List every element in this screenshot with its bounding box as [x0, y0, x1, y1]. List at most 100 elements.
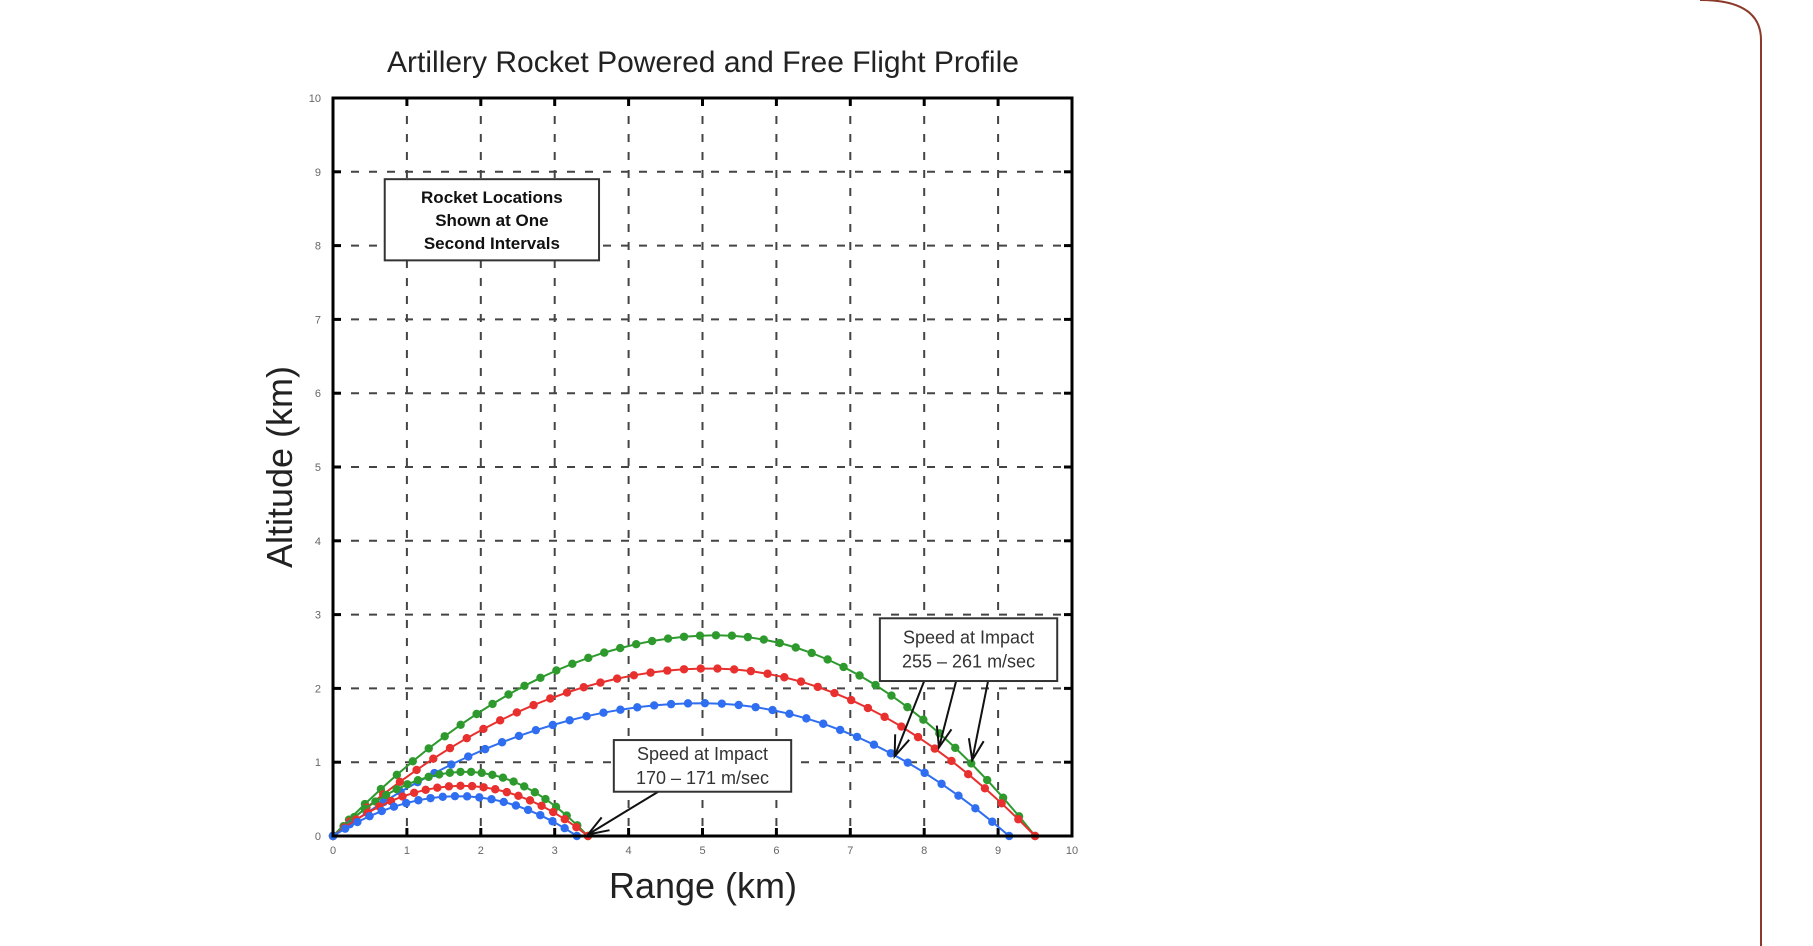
annotation-text: 170 – 171 m/sec — [636, 768, 769, 788]
rocket-location-marker — [392, 785, 401, 794]
y-axis-label: Altitude (km) — [259, 366, 300, 568]
rocket-location-marker — [444, 782, 454, 791]
rocket-location-marker — [988, 817, 997, 826]
rocket-location-marker — [612, 674, 622, 683]
rocket-location-marker — [456, 781, 465, 791]
rocket-location-marker — [353, 817, 362, 827]
rocket-location-marker — [424, 772, 433, 782]
rocket-location-marker — [438, 792, 447, 801]
rocket-location-marker — [548, 807, 558, 817]
y-tick-label: 3 — [315, 610, 321, 622]
rocket-location-marker — [414, 796, 423, 805]
rocket-location-marker — [802, 714, 811, 723]
rocket-location-marker — [398, 792, 407, 801]
rocket-location-marker — [631, 640, 641, 649]
rocket-location-marker — [512, 708, 522, 717]
rocket-location-marker — [560, 824, 569, 833]
annotation-text: Rocket Locations — [421, 188, 563, 207]
rocket-location-marker — [502, 787, 512, 797]
rocket-location-marker — [381, 790, 391, 800]
rocket-location-marker — [997, 799, 1006, 808]
rocket-location-marker — [920, 768, 929, 778]
rocket-location-marker — [596, 678, 605, 687]
rocket-location-marker — [479, 724, 488, 734]
rocket-location-marker — [700, 698, 710, 708]
rocket-location-marker — [572, 822, 581, 832]
rocket-location-marker — [819, 719, 828, 728]
rocket-location-marker — [537, 801, 546, 810]
rocket-location-marker — [869, 740, 879, 749]
annotation-text: Second Intervals — [424, 234, 560, 253]
rocket-location-marker — [412, 765, 421, 775]
annotation-text: 255 – 261 m/sec — [902, 652, 1035, 672]
rocket-location-marker — [491, 785, 500, 794]
rocket-location-marker — [498, 773, 508, 782]
rocket-location-marker — [913, 732, 923, 742]
rocket-location-marker — [633, 703, 642, 712]
rocket-location-marker — [600, 648, 609, 657]
rocket-location-marker — [408, 757, 417, 766]
y-tick-label: 2 — [315, 683, 321, 695]
rocket-location-marker — [763, 669, 772, 678]
rocket-location-marker — [971, 804, 980, 813]
rocket-location-marker — [514, 731, 524, 741]
y-tick-label: 5 — [315, 462, 321, 474]
rocket-location-marker — [435, 770, 444, 779]
rocket-location-marker — [377, 806, 386, 816]
rocket-location-marker — [525, 796, 535, 805]
chart-title: Artillery Rocket Powered and Free Flight… — [387, 46, 1019, 79]
annotations: Rocket Locations Shown at One Second Inter… — [383, 178, 1059, 837]
annotation-text: Speed at Impact — [903, 628, 1034, 648]
rocket-location-marker — [919, 715, 928, 724]
y-tick-label: 6 — [315, 388, 321, 400]
rocket-location-marker — [568, 659, 577, 669]
rocket-location-marker — [629, 671, 639, 680]
rocket-location-marker — [666, 699, 676, 709]
rocket-location-marker — [679, 632, 689, 641]
rocket-location-marker — [403, 780, 412, 789]
y-tick-label: 9 — [315, 167, 321, 179]
rocket-location-marker — [785, 709, 794, 719]
rocket-location-marker — [791, 643, 800, 652]
rocket-location-marker — [951, 743, 960, 753]
x-tick-label: 2 — [478, 845, 484, 857]
rocket-location-marker — [871, 680, 880, 690]
annotation-text: Speed at Impact — [637, 744, 768, 764]
rocket-location-marker — [389, 802, 399, 811]
rocket-location-marker — [520, 681, 529, 690]
rocket-location-marker — [562, 688, 572, 697]
rocket-location-marker — [663, 666, 672, 675]
trajectory — [328, 631, 1040, 841]
rocket-location-marker — [514, 791, 523, 801]
rocket-location-marker — [663, 634, 673, 643]
annotation-arrow — [587, 790, 659, 836]
plot-frame — [331, 96, 1074, 838]
rocket-location-marker — [830, 688, 839, 698]
rocket-location-marker — [711, 631, 721, 640]
x-axis-label: Range (km) — [609, 865, 797, 906]
rocket-location-marker — [903, 758, 912, 767]
annotation-box — [383, 178, 601, 262]
annotation-arrow — [893, 680, 926, 757]
x-tick-label: 3 — [552, 845, 558, 857]
rocket-location-marker — [903, 702, 912, 712]
annotation-arrow — [938, 680, 958, 748]
rocket-location-marker — [796, 677, 806, 686]
x-tick-label: 4 — [626, 845, 632, 857]
rocket-location-marker — [433, 783, 442, 792]
rocket-location-marker — [947, 756, 956, 766]
rocket-location-marker — [713, 664, 722, 673]
y-tick-label: 0 — [315, 831, 321, 843]
rocket-location-marker — [529, 700, 538, 710]
rocket-location-marker — [683, 699, 693, 708]
rocket-location-marker — [930, 744, 939, 753]
rocket-location-marker — [775, 638, 784, 648]
rocket-location-marker — [954, 791, 963, 800]
rocket-location-marker — [467, 781, 477, 791]
rocket-location-marker — [392, 770, 402, 780]
rocket-location-marker — [466, 767, 476, 777]
rocket-location-marker — [649, 701, 659, 710]
rocket-location-marker — [401, 798, 411, 808]
rocket-location-marker — [880, 712, 889, 722]
rocket-location-marker — [886, 749, 896, 758]
